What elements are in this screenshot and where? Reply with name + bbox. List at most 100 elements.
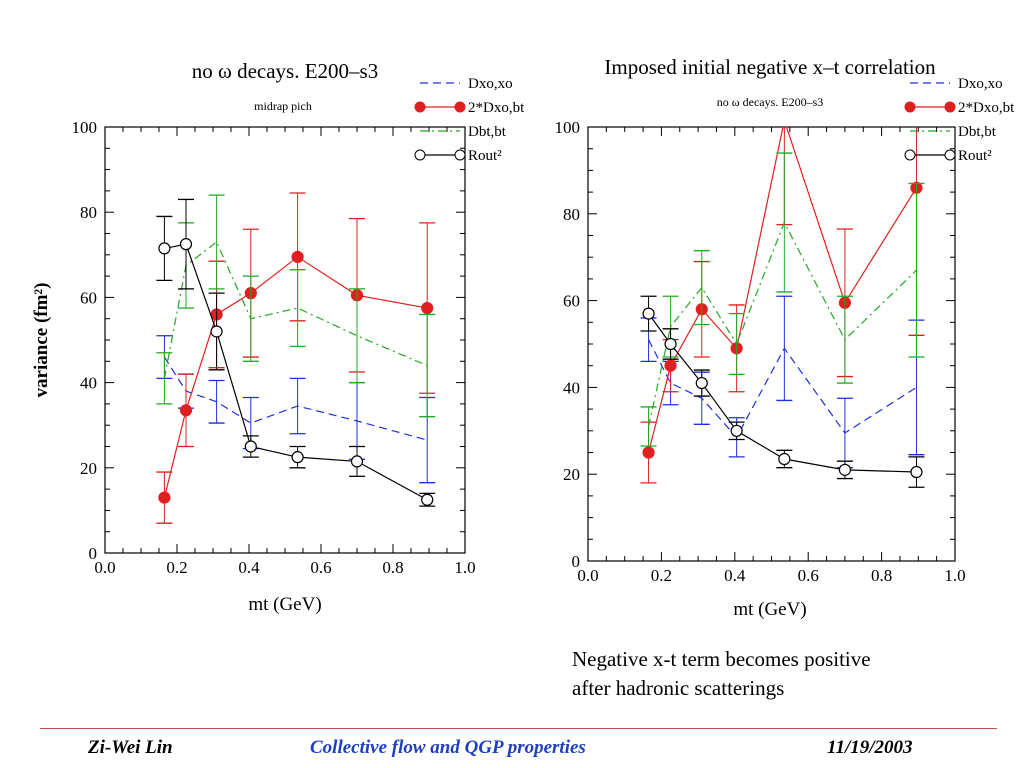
- legend-entry: Dbt,bt: [420, 124, 507, 140]
- series-line: [647, 221, 917, 427]
- right-chart-xlabel: mt (GeV): [733, 599, 806, 620]
- y-tick-label: 80: [563, 205, 580, 224]
- x-tick-label: 0.2: [166, 558, 187, 577]
- data-point: [664, 337, 677, 351]
- y-tick-label: 40: [563, 378, 580, 397]
- data-point: [179, 404, 193, 417]
- data-point: [910, 465, 923, 479]
- left-chart-title: no ω decays. E200–s3: [192, 59, 378, 83]
- series-0: [640, 295, 925, 469]
- legend-label: Dbt,bt: [468, 124, 507, 140]
- y-tick-label: 100: [72, 118, 98, 137]
- legend-label: Dxo,xo: [468, 76, 513, 92]
- series-2: [156, 194, 436, 418]
- left-chart-ylabel: variance (fm²): [31, 283, 52, 398]
- legend-entry: 2*Dxo,bt: [414, 100, 525, 116]
- data-point: [642, 307, 655, 320]
- x-tick-label: 0.8: [382, 558, 403, 577]
- data-point: [291, 250, 304, 264]
- data-point: [421, 301, 434, 315]
- y-tick-label: 60: [563, 292, 580, 311]
- series-1: [156, 192, 436, 524]
- left-chart-xlabel: mt (GeV): [248, 594, 321, 615]
- legend-entry: 2*Dxo,bt: [904, 100, 1015, 116]
- right-chart-subtitle: no ω decays. E200–s3: [717, 95, 824, 109]
- plot-area: [156, 192, 436, 524]
- x-tick-label: 0.6: [798, 566, 819, 585]
- data-point: [664, 359, 677, 372]
- annotation-note: Negative x-t term becomes positive after…: [572, 645, 972, 703]
- legend-marker: [904, 101, 916, 113]
- x-tick-label: 1.0: [454, 558, 475, 577]
- data-point: [778, 452, 791, 466]
- left-chart: no ω decays. E200–s3 midrap pich varianc…: [31, 59, 525, 615]
- legend-label: 2*Dxo,bt: [468, 100, 525, 116]
- legend-marker: [414, 149, 426, 161]
- series-3: [156, 198, 436, 507]
- left-chart-subtitle: midrap pich: [254, 99, 312, 113]
- legend-entry: Dbt,bt: [910, 124, 997, 140]
- plot-area: [640, 115, 925, 488]
- legend-entry: Dxo,xo: [420, 76, 513, 92]
- series-2: [640, 152, 925, 447]
- y-tick-label: 0: [572, 552, 581, 571]
- y-tick-label: 0: [89, 544, 98, 563]
- x-tick-label: 0.2: [651, 566, 672, 585]
- legend-marker: [944, 101, 956, 113]
- y-tick-label: 100: [555, 118, 581, 137]
- series-3: [640, 295, 925, 488]
- data-point: [779, 115, 790, 126]
- y-tick-label: 80: [80, 203, 97, 222]
- series-line: [648, 313, 917, 473]
- legend-label: Rout²: [468, 148, 502, 164]
- data-point: [179, 238, 193, 251]
- legend-label: Dbt,bt: [958, 124, 997, 140]
- legend-label: Rout²: [958, 148, 992, 164]
- y-tick-label: 60: [80, 288, 97, 307]
- footer-author: Zi-Wei Lin: [88, 737, 173, 758]
- series-line: [648, 339, 917, 439]
- legend-entry: Rout²: [414, 148, 502, 164]
- series-line: [647, 127, 917, 453]
- x-tick-label: 1.0: [944, 566, 965, 585]
- data-point: [158, 242, 171, 255]
- plot-frame: [587, 126, 956, 562]
- right-chart-title: Imposed initial negative x–t correlation: [604, 55, 936, 79]
- legend-marker: [414, 101, 426, 113]
- legend-label: Dxo,xo: [958, 76, 1003, 92]
- annotation-line-1: Negative x-t term becomes positive: [572, 647, 871, 671]
- y-tick-label: 40: [80, 374, 97, 393]
- legend-label: 2*Dxo,bt: [958, 100, 1015, 116]
- series-1: [640, 115, 925, 484]
- x-tick-label: 0.8: [871, 566, 892, 585]
- data-point: [350, 455, 364, 468]
- y-tick-label: 20: [563, 465, 580, 484]
- legend-marker: [454, 149, 466, 161]
- x-tick-label: 0.0: [577, 566, 598, 585]
- data-point: [642, 446, 655, 459]
- x-tick-label: 0.4: [238, 558, 260, 577]
- legend-marker: [904, 149, 916, 161]
- legend-entry: Dxo,xo: [910, 76, 1003, 92]
- x-tick-label: 0.4: [724, 566, 746, 585]
- data-point: [695, 376, 708, 390]
- footer-divider: [40, 728, 997, 729]
- data-point: [838, 463, 852, 476]
- y-tick-label: 20: [80, 459, 97, 478]
- x-tick-label: 0.6: [310, 558, 331, 577]
- annotation-line-2: after hadronic scatterings: [572, 676, 785, 700]
- data-point: [291, 451, 304, 464]
- data-point: [244, 440, 257, 453]
- legend-entry: Rout²: [904, 148, 992, 164]
- legend-marker: [454, 101, 466, 113]
- data-point: [158, 491, 171, 504]
- legend-marker: [944, 149, 956, 161]
- plot-frame: [104, 126, 466, 554]
- data-point: [421, 493, 434, 506]
- footer-title: Collective flow and QGP properties: [310, 737, 586, 758]
- x-tick-label: 0.0: [94, 558, 115, 577]
- footer-date: 11/19/2003: [827, 737, 913, 758]
- right-chart: Imposed initial negative x–t correlation…: [555, 55, 1016, 620]
- series-line: [163, 356, 428, 441]
